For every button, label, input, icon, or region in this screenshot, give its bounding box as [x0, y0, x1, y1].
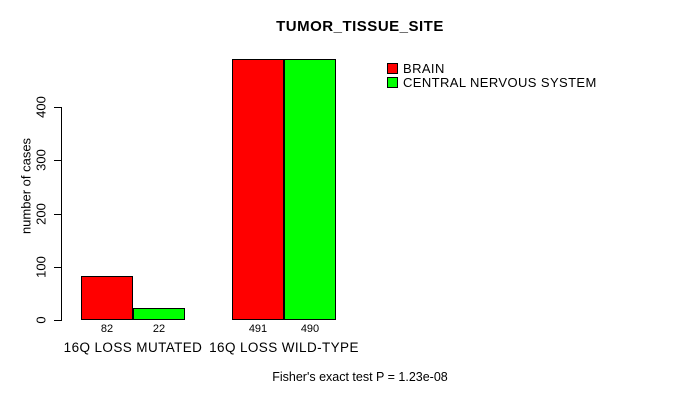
bar-value-label: 490	[300, 323, 320, 335]
y-axis-tick	[54, 266, 61, 268]
bar-value-label: 491	[248, 323, 268, 335]
y-axis-tick-label: 0	[33, 316, 49, 324]
bar-value-label: 22	[152, 323, 166, 335]
category-label: 16Q LOSS MUTATED	[63, 340, 203, 355]
y-axis-tick-label: 100	[33, 255, 49, 278]
y-axis-tick	[54, 160, 61, 162]
y-axis-label: number of cases	[18, 137, 34, 235]
chart-title: TUMOR_TISSUE_SITE	[276, 18, 444, 35]
y-axis-tick-label: 400	[33, 96, 49, 119]
bar-central-nervous-system	[284, 59, 336, 320]
y-axis-tick	[54, 107, 61, 109]
legend-label: CENTRAL NERVOUS SYSTEM	[403, 74, 597, 90]
y-axis-tick	[54, 213, 61, 215]
legend: BRAIN CENTRAL NERVOUS SYSTEM	[387, 61, 597, 90]
y-axis-tick	[54, 320, 61, 321]
y-axis-tick-label: 300	[33, 149, 49, 172]
legend-row: CENTRAL NERVOUS SYSTEM	[387, 74, 597, 90]
bar-value-label: 82	[100, 323, 114, 335]
bar-brain	[81, 276, 133, 320]
category-label: 16Q LOSS WILD-TYPE	[209, 340, 359, 355]
bar-central-nervous-system	[133, 308, 185, 320]
y-axis-line	[61, 107, 62, 321]
legend-swatch-icon	[387, 76, 398, 88]
fisher-test-annotation: Fisher's exact test P = 1.23e-08	[272, 370, 448, 384]
y-axis-tick-label: 200	[33, 202, 49, 225]
legend-row: BRAIN	[387, 61, 597, 77]
bar-brain	[232, 58, 284, 320]
legend-label: BRAIN	[403, 61, 445, 77]
legend-swatch-icon	[387, 63, 398, 75]
